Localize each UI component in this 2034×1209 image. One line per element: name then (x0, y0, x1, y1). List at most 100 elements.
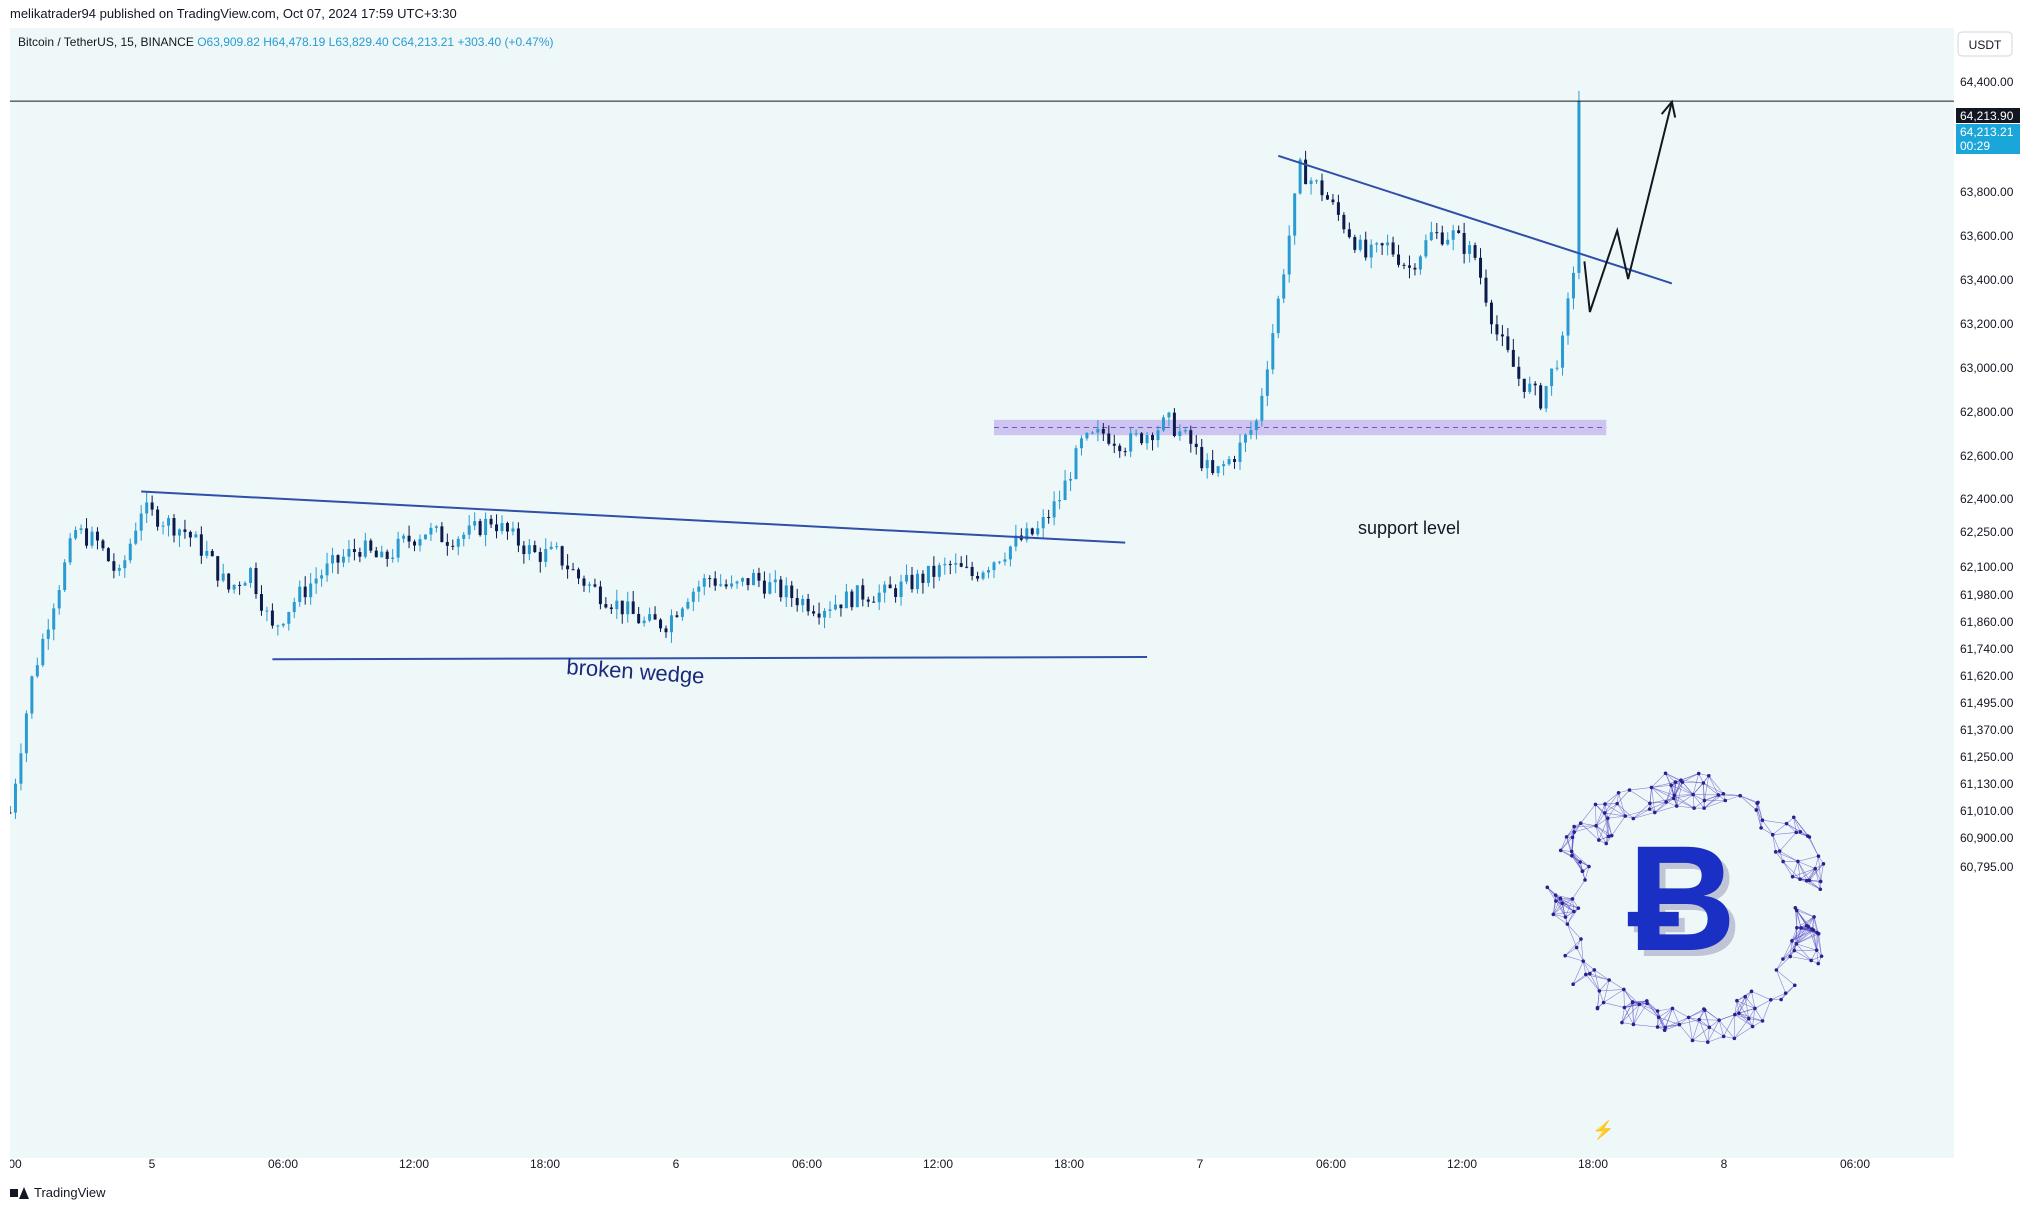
candle (806, 593, 810, 616)
candle (981, 570, 985, 581)
candle-body (970, 566, 974, 576)
y-tick-label: 61,740.00 (1960, 642, 2014, 656)
candle (478, 518, 482, 537)
network-edge (1738, 1012, 1763, 1022)
candle-body (1254, 420, 1258, 431)
candle (1211, 450, 1215, 476)
candle-body (1577, 101, 1581, 273)
currency-label: USDT (1969, 38, 2002, 52)
network-edge (1671, 781, 1683, 786)
network-node (1790, 874, 1795, 879)
candle-body (708, 578, 712, 580)
network-edge (1709, 1027, 1724, 1037)
candle-body (648, 614, 652, 621)
candle (79, 524, 83, 535)
candle (1243, 433, 1247, 453)
candle-body (987, 570, 991, 573)
candle (57, 585, 61, 615)
candle-body (1047, 517, 1051, 519)
network-edge (1651, 787, 1674, 799)
network-edge (1572, 898, 1579, 909)
network-edge (1704, 794, 1719, 801)
time-axis[interactable] (10, 1158, 1954, 1178)
candle (429, 522, 433, 542)
candle (987, 566, 991, 579)
network-edge (1806, 868, 1816, 881)
candle (932, 556, 936, 589)
candle (90, 526, 94, 549)
network-edge (1703, 782, 1705, 801)
candle (587, 581, 591, 593)
candle-body (1506, 336, 1510, 350)
candle (948, 560, 952, 575)
candle (702, 573, 706, 596)
candle (1325, 192, 1329, 201)
candle (68, 533, 72, 566)
candle (544, 538, 548, 568)
candle-body (1211, 460, 1215, 474)
candle (1172, 408, 1176, 438)
candle-body (1413, 267, 1417, 270)
network-edge (1791, 927, 1802, 941)
candle (1413, 263, 1417, 276)
wedge-lower-trendline[interactable] (272, 656, 1148, 661)
network-edge (1646, 1003, 1658, 1012)
bitcoin-shadow-icon: Ƀ (1634, 820, 1742, 988)
candle (210, 548, 214, 557)
network-edge (1553, 898, 1561, 915)
network-edge (1572, 879, 1586, 900)
network-edge (1571, 851, 1590, 867)
network-node (1777, 849, 1782, 853)
candle (95, 527, 99, 550)
candle-body (1407, 265, 1411, 268)
countdown-label: 00:29 (1960, 139, 1990, 153)
candle (872, 596, 876, 603)
network-edge (1688, 1009, 1705, 1018)
network-edge (1594, 969, 1610, 981)
network-edge (1555, 898, 1573, 902)
network-node (1753, 1006, 1757, 1011)
network-edge (1646, 1003, 1659, 1018)
candle-body (287, 612, 291, 624)
network-edge (1760, 827, 1773, 835)
wedge-upper-trendline[interactable] (141, 490, 1126, 544)
candle-body (751, 572, 755, 586)
network-edge (1693, 800, 1705, 809)
y-tick-label: 61,130.00 (1960, 777, 2014, 791)
candle (1293, 193, 1297, 245)
candle (314, 567, 318, 594)
candle (741, 577, 745, 587)
network-edge (1657, 1008, 1673, 1028)
network-edge (1555, 895, 1566, 918)
network-node (1788, 954, 1793, 959)
network-node (1570, 897, 1575, 901)
candle-body (467, 525, 471, 535)
candle (1353, 234, 1357, 253)
network-edge (1649, 801, 1667, 804)
network-edge (1616, 803, 1634, 819)
candle (577, 567, 581, 585)
candle-body (451, 545, 455, 547)
candle (413, 539, 417, 552)
network-node (1663, 1025, 1668, 1030)
currency-button[interactable] (1957, 31, 2013, 57)
legend-value: C64,213.21 (392, 35, 457, 49)
candle (1347, 222, 1351, 239)
projection-arrow[interactable] (1583, 101, 1673, 313)
network-edge (1703, 793, 1724, 809)
candle-body (24, 713, 28, 754)
network-edge (1772, 823, 1787, 835)
symbol-legend[interactable]: Bitcoin / TetherUS, 15, BINANCE O63,909.… (18, 35, 554, 49)
network-edge (1791, 929, 1814, 942)
candle (1533, 381, 1537, 396)
price-axis[interactable] (1954, 28, 2024, 1178)
candle (1364, 231, 1368, 261)
network-edge (1560, 831, 1575, 851)
candle-body (478, 521, 482, 536)
network-edge (1796, 916, 1815, 929)
network-node (1773, 850, 1778, 854)
candle-body (801, 598, 805, 606)
y-tick-label: 60,795.00 (1960, 860, 2014, 874)
